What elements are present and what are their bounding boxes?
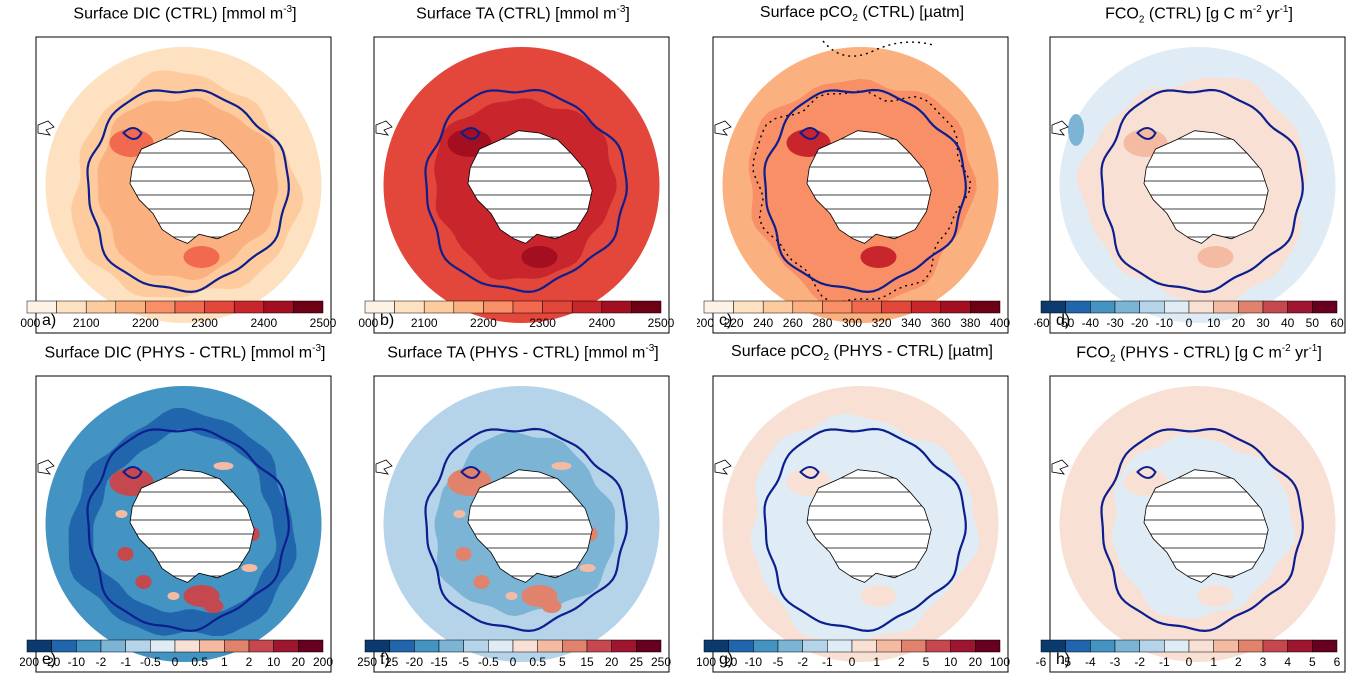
map-plot: f) <box>373 375 670 673</box>
panel-label: a) <box>42 312 56 329</box>
panel-title: Surface DIC (PHYS - CTRL) [mmol m-3] <box>44 343 326 362</box>
panel-g: Surface pCO2 (PHYS - CTRL) [µatm]g)-100-… <box>697 339 1027 678</box>
coastal-anomaly <box>241 564 258 572</box>
front-loop <box>122 466 143 479</box>
south-america-tip <box>375 120 393 136</box>
panel-title: Surface pCO2 (CTRL) [µatm] <box>759 4 965 25</box>
south-america-tip <box>1051 459 1069 475</box>
panel-h: FCO2 (PHYS - CTRL) [g C m-2 yr-1] h) -6 -5-… <box>1034 339 1354 678</box>
dotted-contour <box>752 90 971 303</box>
panel-title: Surface TA (PHYS - CTRL) [mmol m-3] <box>387 343 659 362</box>
coastal-anomaly <box>453 510 466 518</box>
polar-front-line <box>763 88 967 294</box>
panel-d: FCO2 (CTRL) [g C m-2 yr-1] d) -60 -50 -40 -30… <box>1034 0 1354 339</box>
panel-label: f) <box>380 651 390 668</box>
ross-sea-field <box>860 585 897 607</box>
antarctica-landmass <box>806 469 932 583</box>
panel-title: FCO2 (PHYS - CTRL) [g C m-2 yr-1] <box>1076 343 1322 365</box>
ross-sea-field <box>521 246 558 268</box>
panel-e: Surface DIC (PHYS - CTRL) [mmol m-3]e)-2… <box>20 339 350 678</box>
antarctica-landmass <box>1143 469 1269 583</box>
front-loop <box>799 127 820 140</box>
negative-flux-region <box>1068 114 1084 146</box>
ross-sea-field <box>860 246 897 268</box>
panel-label: b) <box>380 312 394 329</box>
coastal-anomaly <box>203 599 224 613</box>
panel-label: g) <box>719 651 733 668</box>
map-plot: g) <box>712 375 1009 673</box>
map-plot: c) <box>712 36 1009 334</box>
panel-c: Surface pCO2 (CTRL) [µatm] c) 200 220 240 260… <box>697 0 1027 339</box>
panel-label: h) <box>1056 651 1070 668</box>
panel-title: FCO2 (CTRL) [g C m-2 yr-1] <box>1105 4 1293 26</box>
south-america-tip <box>37 459 55 475</box>
coastal-anomaly <box>117 547 134 561</box>
front-loop <box>122 127 143 140</box>
front-loop <box>1136 466 1157 479</box>
ross-sea-field <box>1197 246 1234 268</box>
panel-title: Surface TA (CTRL) [mmol m-3] <box>416 4 630 23</box>
antarctica-landmass <box>806 130 932 244</box>
front-loop <box>460 127 481 140</box>
ross-sea-field <box>1197 585 1234 607</box>
map-plot: b) <box>373 36 670 334</box>
antarctica-landmass <box>467 469 593 583</box>
polar-front-line <box>424 427 628 633</box>
dotted-contour <box>822 40 934 57</box>
map-plot: a) <box>35 36 332 334</box>
polar-front-line <box>1100 427 1304 633</box>
front-loop <box>1136 127 1157 140</box>
panel-b: Surface TA (CTRL) [mmol m-3]b)2000210022… <box>358 0 688 339</box>
polar-front-line <box>86 427 290 633</box>
polar-front-line <box>1100 88 1304 294</box>
panel-a: Surface DIC (CTRL) [mmol m-3]a)200021002… <box>20 0 350 339</box>
antarctica-landmass <box>129 130 255 244</box>
coastal-anomaly <box>115 510 128 518</box>
south-america-tip <box>37 120 55 136</box>
polar-front-line <box>424 88 628 294</box>
map-plot: h) <box>1049 375 1346 673</box>
panel-label: c) <box>719 312 732 329</box>
coastal-anomaly <box>213 462 234 470</box>
coastal-anomaly <box>541 599 562 613</box>
panel-f: Surface TA (PHYS - CTRL) [mmol m-3]f)-25… <box>358 339 688 678</box>
map-plot: e) <box>35 375 332 673</box>
south-america-tip <box>714 120 732 136</box>
coastal-anomaly <box>473 575 490 589</box>
coastal-anomaly <box>135 575 152 589</box>
map-plot: d) <box>1049 36 1346 334</box>
south-america-tip <box>714 459 732 475</box>
panel-title: Surface DIC (CTRL) [mmol m-3] <box>73 4 297 23</box>
south-america-tip <box>375 459 393 475</box>
polar-front-line <box>763 427 967 633</box>
panel-label: d) <box>1056 312 1070 329</box>
panel-title: Surface pCO2 (PHYS - CTRL) [µatm] <box>731 343 993 364</box>
coastal-anomaly <box>579 564 596 572</box>
ross-sea-field <box>183 246 220 268</box>
front-loop <box>799 466 820 479</box>
panel-label: e) <box>42 651 56 668</box>
antarctica-landmass <box>1143 130 1269 244</box>
coastal-anomaly <box>167 592 180 600</box>
antarctica-landmass <box>467 130 593 244</box>
coastal-anomaly <box>505 592 518 600</box>
coastal-anomaly <box>551 462 572 470</box>
coastal-anomaly <box>455 547 472 561</box>
antarctica-landmass <box>129 469 255 583</box>
polar-front-line <box>86 88 290 294</box>
south-america-tip <box>1051 120 1069 136</box>
front-loop <box>460 466 481 479</box>
